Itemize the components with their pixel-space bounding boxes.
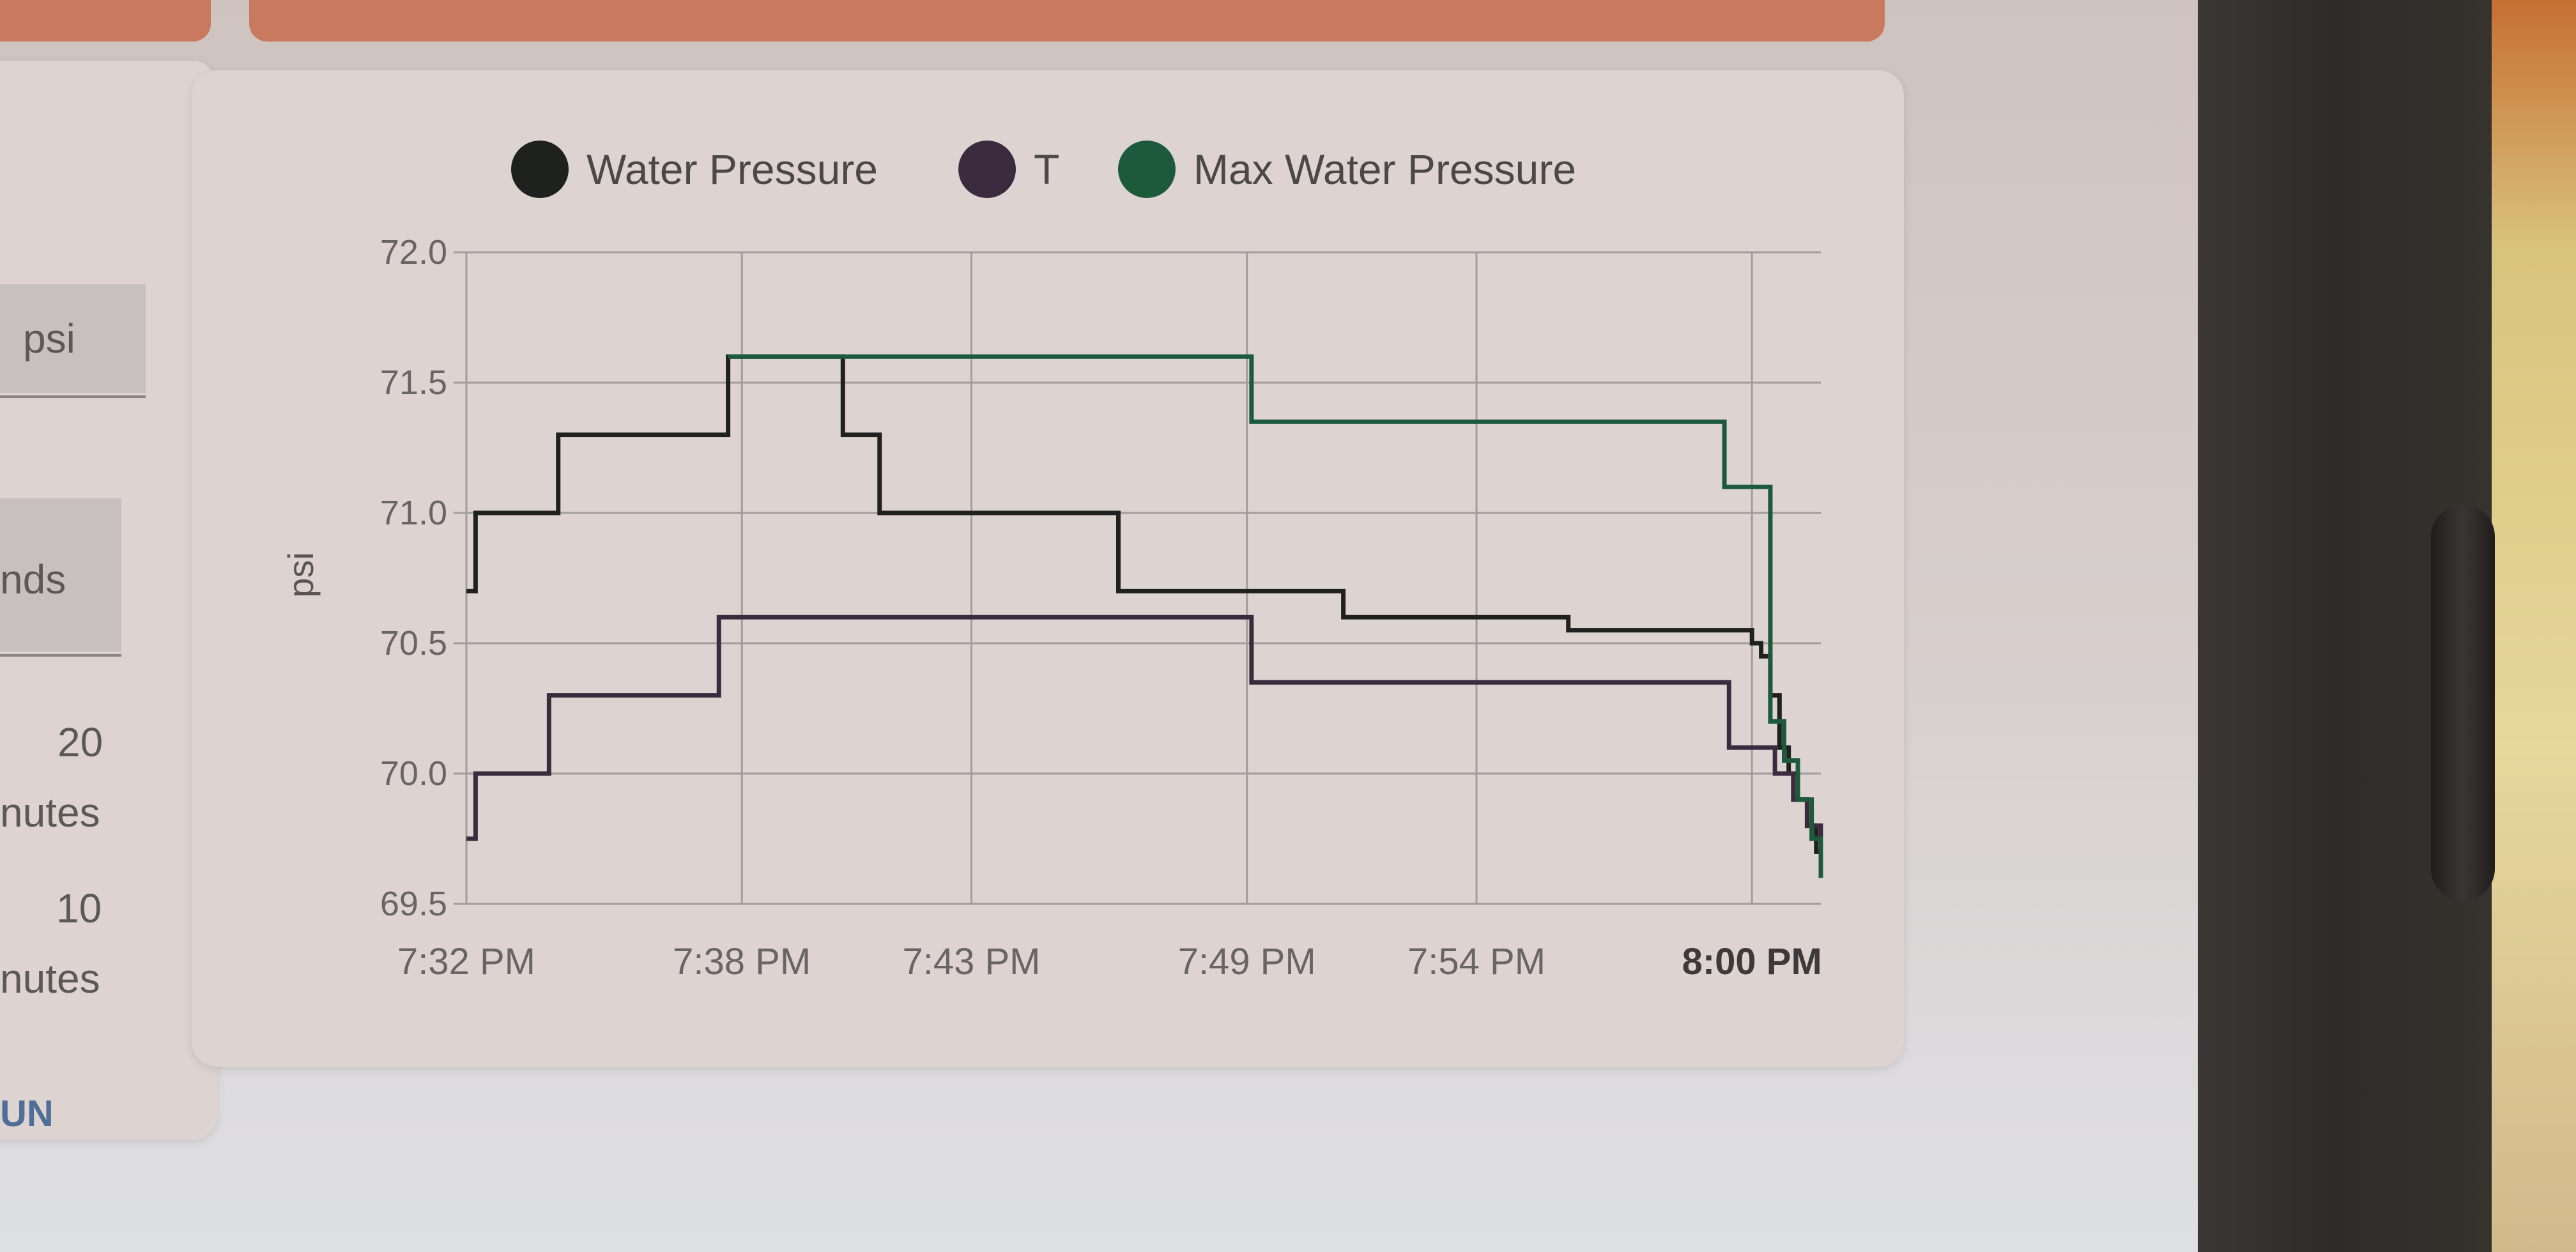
legend-label: Water Pressure: [586, 146, 878, 193]
interval-field[interactable]: nds: [0, 498, 121, 657]
y-tick-label: 70.5: [380, 624, 447, 662]
unit-field-value: psi: [23, 316, 75, 362]
chart-grid: [454, 251, 1821, 905]
y-tick-label: 71.0: [380, 494, 447, 532]
settings-card: psi nds 20 nutes 10 nutes UN: [0, 61, 217, 1140]
interval-field-value: nds: [0, 556, 66, 602]
y-tick-label: 71.5: [380, 363, 447, 402]
x-tick-label: 7:43 PM: [903, 941, 1041, 982]
app-screen: psi nds 20 nutes 10 nutes UN Water Press…: [0, 0, 2198, 1252]
x-tick-label: 7:49 PM: [1178, 941, 1316, 982]
legend-swatch-icon: [958, 141, 1016, 198]
x-tick-label: 8:00 PM: [1682, 941, 1822, 982]
x-tick-label: 7:38 PM: [673, 941, 811, 982]
option-1-unit: nutes: [0, 790, 100, 836]
x-axis-ticks: 7:32 PM 7:38 PM 7:43 PM 7:49 PM 7:54 PM 8:00 …: [397, 941, 1822, 982]
option-1-value: 20: [57, 719, 103, 765]
option-2-value: 10: [56, 885, 102, 931]
series-line: [728, 354, 1823, 878]
option-2-unit: nutes: [0, 956, 100, 1002]
legend-swatch-icon: [511, 141, 569, 198]
y-axis-label: psi: [280, 552, 321, 598]
chart-series: [466, 354, 1823, 878]
device-side-button: [2431, 505, 2495, 901]
x-tick-label: 7:32 PM: [397, 941, 535, 982]
y-tick-label: 69.5: [380, 885, 447, 923]
x-tick-label: 7:54 PM: [1407, 941, 1545, 982]
y-tick-label: 70.0: [380, 754, 447, 793]
run-button[interactable]: UN: [0, 1093, 54, 1134]
legend-item-max-water-pressure[interactable]: Max Water Pressure: [1118, 141, 1576, 198]
top-orange-card: [249, 0, 1885, 42]
y-axis-ticks: 72.0 71.5 71.0 70.5 70.0 69.5: [380, 233, 447, 923]
legend-swatch-icon: [1118, 141, 1176, 198]
background-scene: [2492, 0, 2576, 1252]
series-line: [466, 615, 1823, 865]
legend-item-water-pressure[interactable]: Water Pressure: [511, 141, 878, 198]
y-tick-label: 72.0: [380, 233, 447, 271]
top-orange-card-left: [0, 0, 211, 42]
pressure-chart: 72.071.571.070.570.069.5 7:32 PM 7:38 PM 7…: [280, 233, 1823, 982]
legend-item-t[interactable]: T: [958, 141, 1059, 198]
unit-field[interactable]: psi: [0, 284, 146, 398]
legend-label: T: [1034, 146, 1060, 193]
legend-label: Max Water Pressure: [1193, 146, 1577, 193]
